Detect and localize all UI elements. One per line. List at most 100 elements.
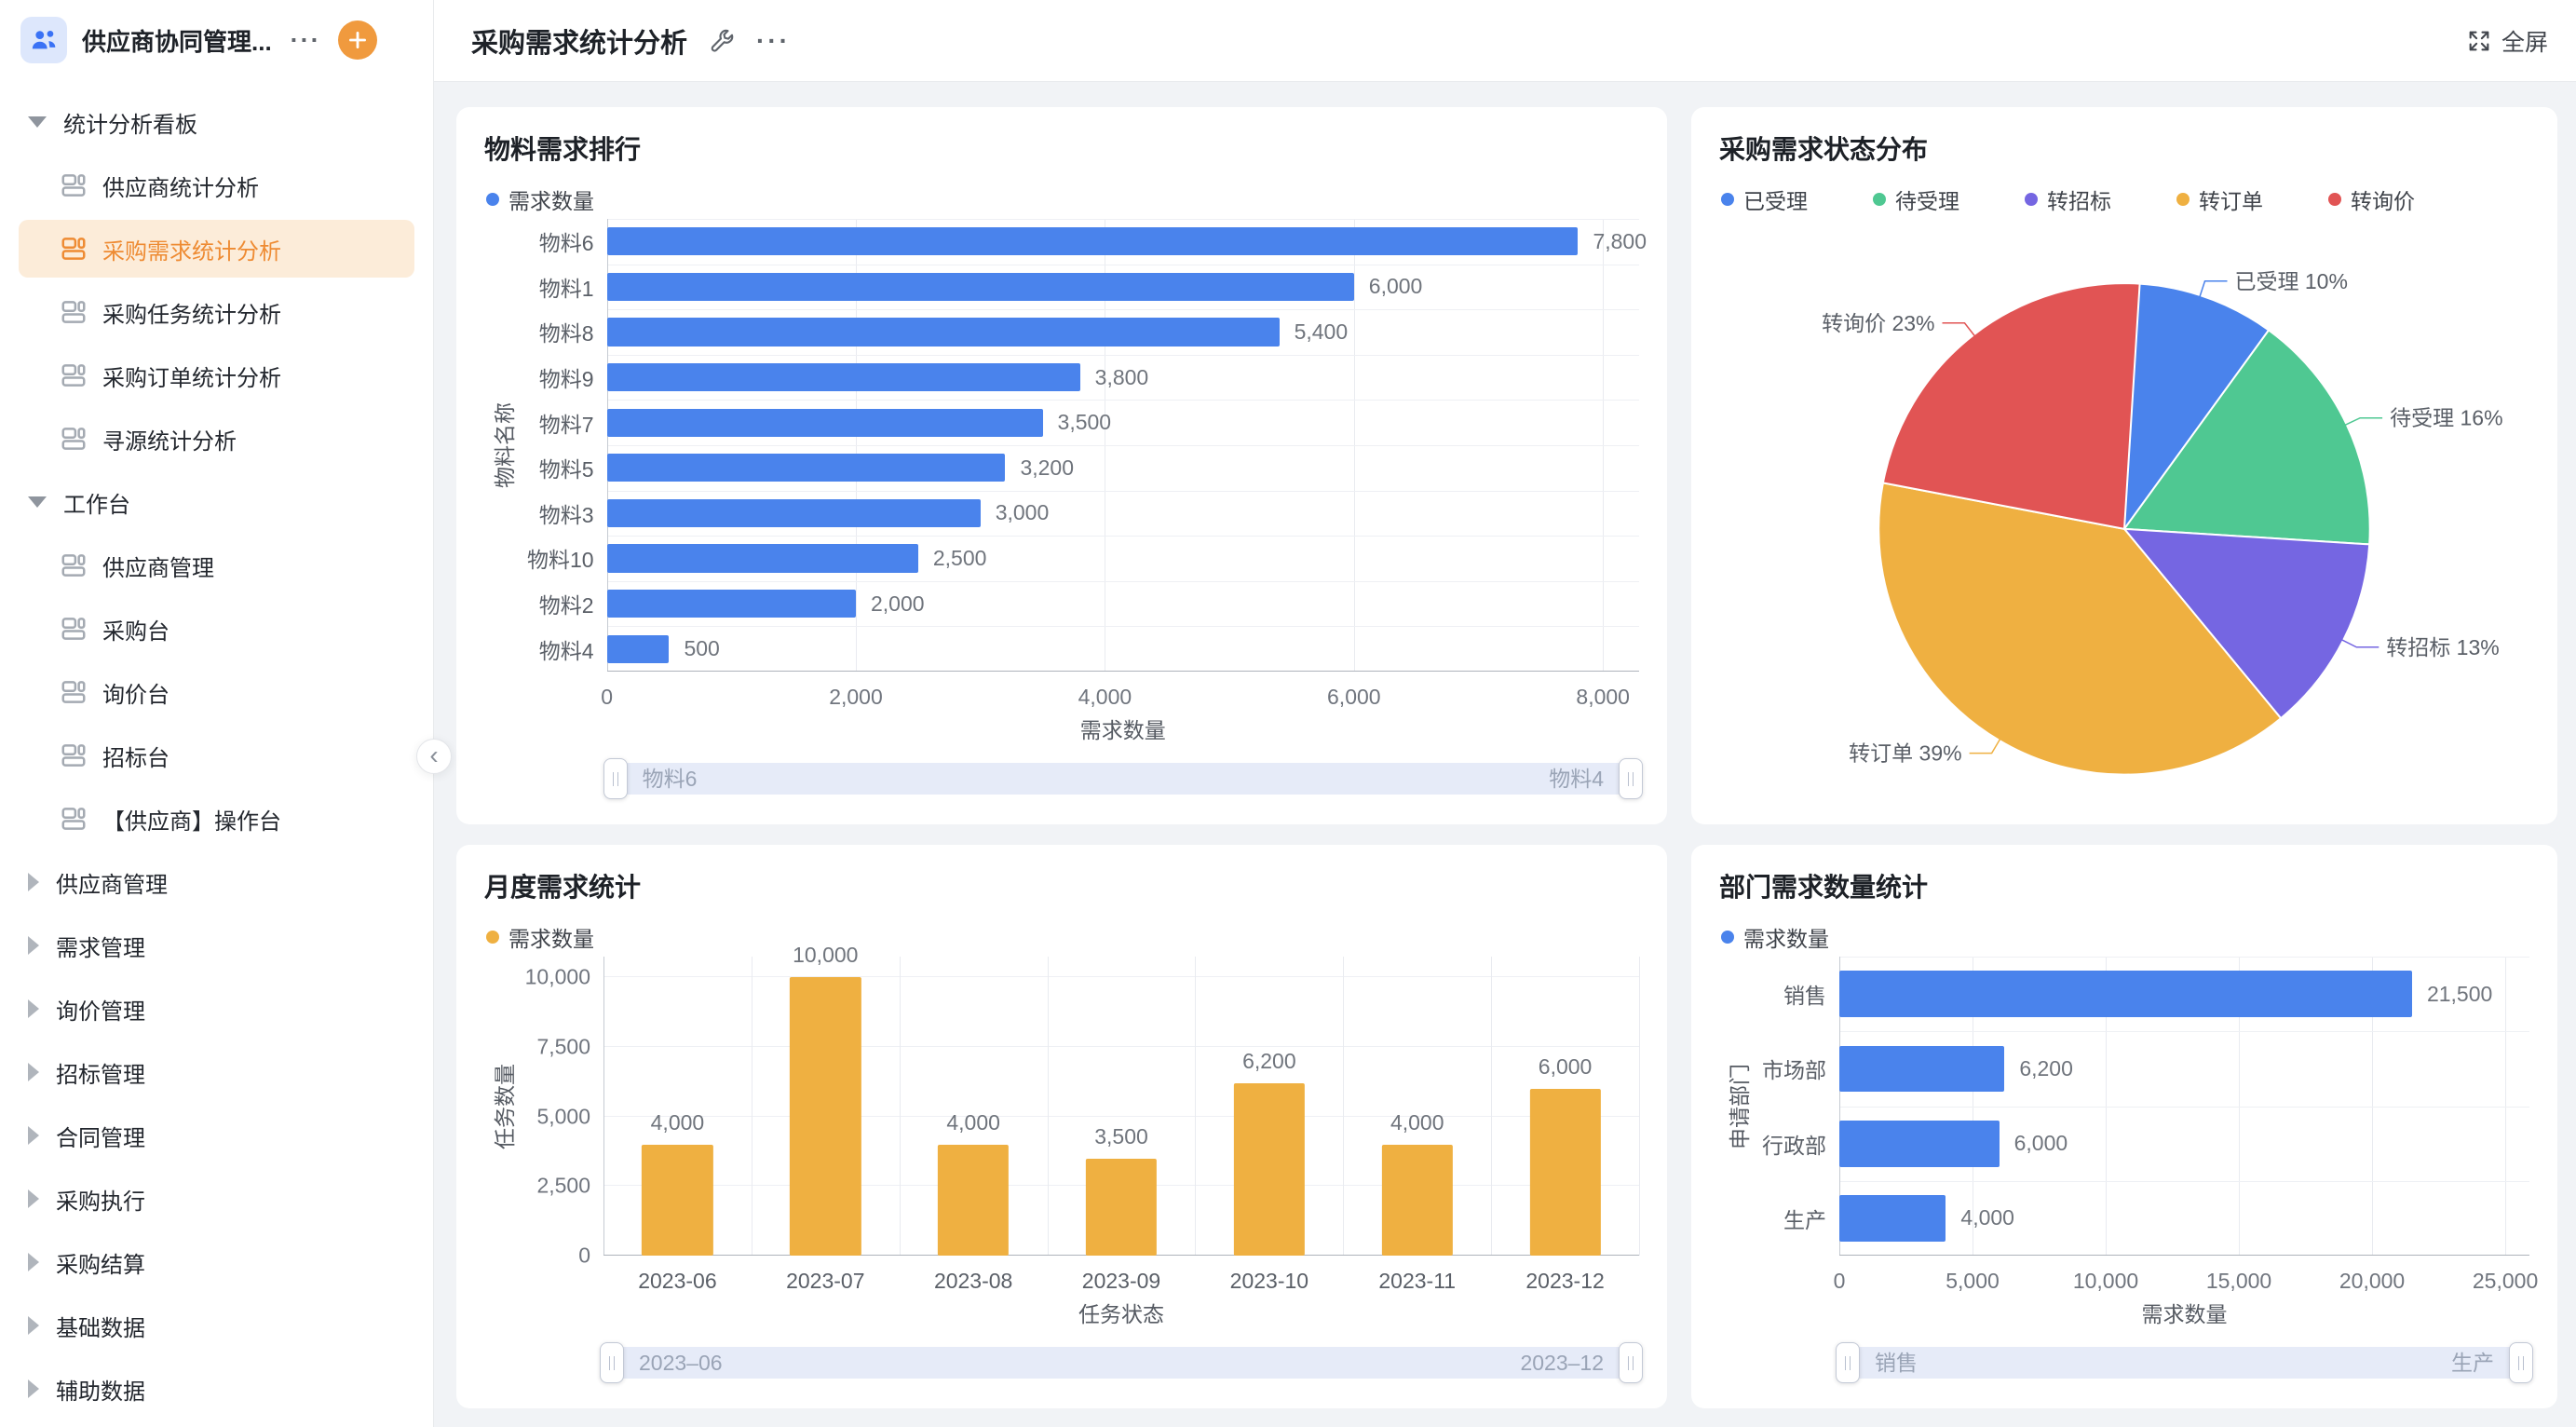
y-category-label: 物料6: [538, 231, 594, 256]
slider-handle-left[interactable]: [1836, 1342, 1860, 1383]
legend-item-待受理[interactable]: 待受理: [1873, 183, 1959, 215]
bar-row: 7,800: [606, 219, 1647, 265]
chevron-down-icon: [28, 496, 47, 508]
sidebar-section-合同管理[interactable]: 合同管理: [19, 1107, 414, 1164]
bar-行政部[interactable]: [1839, 1120, 2000, 1167]
sidebar-item-寻源统计分析[interactable]: 寻源统计分析: [19, 410, 414, 468]
sidebar-item-label: 采购需求统计分析: [102, 238, 281, 265]
gridline: [606, 626, 1639, 628]
legend-item-需求数量[interactable]: 需求数量: [1721, 921, 1829, 953]
legend-item-已受理[interactable]: 已受理: [1721, 183, 1808, 215]
bar-物料2[interactable]: [606, 589, 856, 618]
edit-wrench-icon[interactable]: [708, 27, 736, 55]
x-category-label: 2023-11: [1378, 1269, 1457, 1293]
bar-物料9[interactable]: [606, 363, 1080, 392]
chevron-down-icon: [28, 116, 47, 128]
gridline: [1839, 1180, 2529, 1182]
sidebar-section-辅助数据[interactable]: 辅助数据: [19, 1360, 414, 1418]
bar-row: 3,800: [606, 355, 1639, 401]
sidebar-collapse-button[interactable]: ‹: [416, 739, 452, 774]
sidebar-item-供应商管理[interactable]: 供应商管理: [19, 537, 414, 594]
data-zoom-slider[interactable]: 物料6 物料4: [603, 758, 1643, 799]
gridline: [603, 1046, 1639, 1048]
slider-handle-left[interactable]: [603, 758, 628, 799]
bar-2023-12[interactable]: [1529, 1088, 1601, 1256]
legend-item-转订单[interactable]: 转订单: [2176, 183, 2263, 215]
bar-物料10[interactable]: [606, 544, 918, 573]
bar-row: 6,000: [1839, 1107, 2529, 1181]
bar-row: 6,200: [1839, 1031, 2529, 1106]
sidebar-item-label: 采购订单统计分析: [102, 365, 281, 391]
department-demand-bar-chart: 申请部门 销售 市场部 行政部 生产 21,500 6,200 6,000 4,000 0 5,00…: [1719, 957, 2538, 1388]
bar-2023-09[interactable]: [1085, 1158, 1158, 1256]
sidebar-item-label: 招标台: [102, 745, 169, 771]
legend-label: 需求数量: [508, 189, 594, 213]
dashboard-icon: [60, 361, 88, 389]
legend-item-需求数量[interactable]: 需求数量: [486, 183, 594, 215]
bar-物料5[interactable]: [606, 454, 1006, 482]
data-zoom-slider[interactable]: 销售 生产: [1836, 1342, 2533, 1383]
pie-label-line: [1969, 738, 2001, 754]
sidebar-item-采购任务统计分析[interactable]: 采购任务统计分析: [19, 283, 414, 341]
legend-item-转招标[interactable]: 转招标: [2025, 183, 2111, 215]
gridline: [603, 976, 1639, 978]
sidebar-item-label: 采购台: [102, 618, 169, 645]
workspace-more-icon[interactable]: ···: [290, 25, 321, 54]
y-category-label: 物料2: [538, 593, 594, 618]
sidebar-section-label: 需求管理: [56, 935, 145, 961]
bar-2023-07[interactable]: [790, 977, 861, 1256]
bar-2023-06[interactable]: [642, 1144, 713, 1256]
bar-销售[interactable]: [1839, 971, 2412, 1017]
bar-物料6[interactable]: [606, 227, 1579, 256]
chevron-right-icon: [28, 1379, 39, 1398]
sidebar-item-招标台[interactable]: 招标台: [19, 727, 414, 784]
legend-label: 需求数量: [1743, 927, 1829, 951]
data-zoom-slider[interactable]: 2023–06 2023–12: [600, 1342, 1643, 1383]
bar-2023-10[interactable]: [1233, 1082, 1305, 1256]
pie-slice-label: 转订单 39%: [1849, 741, 1961, 766]
slider-handle-right[interactable]: [2509, 1342, 2533, 1383]
sidebar-item-采购需求统计分析[interactable]: 采购需求统计分析: [19, 220, 414, 278]
bar-value-label: 500: [684, 636, 720, 661]
sidebar-section-需求管理[interactable]: 需求管理: [19, 917, 414, 974]
sidebar-section-统计分析看板[interactable]: 统计分析看板: [19, 93, 414, 151]
plot-area: 21,500 6,200 6,000 4,000: [1839, 957, 2529, 1256]
bar-物料7[interactable]: [606, 408, 1043, 437]
legend-item-需求数量[interactable]: 需求数量: [486, 921, 594, 953]
sidebar-section-基础数据[interactable]: 基础数据: [19, 1297, 414, 1354]
x-tick-label: 0: [1833, 1269, 1846, 1293]
bar-物料3[interactable]: [606, 498, 981, 527]
sidebar-section-label: 招标管理: [56, 1062, 145, 1088]
sidebar-item-采购台[interactable]: 采购台: [19, 600, 414, 658]
bar-物料8[interactable]: [606, 318, 1280, 347]
sidebar-item-【供应商】操作台[interactable]: 【供应商】操作台: [19, 790, 414, 848]
material-demand-bar-chart: 物料名称 物料6 物料1 物料8 物料9 物料7 物料5 物料3 物料10 物料2 物料4 7,800…: [484, 219, 1647, 804]
bar-2023-11[interactable]: [1381, 1144, 1453, 1256]
sidebar-section-招标管理[interactable]: 招标管理: [19, 1043, 414, 1101]
slider-handle-right[interactable]: [1619, 1342, 1643, 1383]
workspace-add-button[interactable]: [337, 20, 377, 60]
sidebar-section-label: 供应商管理: [56, 872, 168, 898]
sidebar-section-采购结算[interactable]: 采购结算: [19, 1233, 414, 1291]
x-tick-label: 15,000: [2205, 1269, 2272, 1293]
page-more-icon[interactable]: ···: [756, 25, 791, 55]
y-category-label: 行政部: [1762, 1133, 1826, 1158]
bar-物料4[interactable]: [606, 634, 670, 663]
slider-handle-right[interactable]: [1619, 758, 1643, 799]
bar-slot: 4,000: [900, 957, 1048, 1256]
bar-2023-08[interactable]: [938, 1144, 1010, 1256]
legend-item-转询价[interactable]: 转询价: [2328, 183, 2415, 215]
sidebar-section-采购执行[interactable]: 采购执行: [19, 1170, 414, 1228]
y-axis-title: 申请部门: [1728, 1063, 1752, 1149]
bar-物料1[interactable]: [606, 272, 1354, 301]
sidebar-section-供应商管理[interactable]: 供应商管理: [19, 853, 414, 911]
bar-市场部[interactable]: [1839, 1045, 2005, 1093]
slider-handle-left[interactable]: [600, 1342, 624, 1383]
sidebar-section-询价管理[interactable]: 询价管理: [19, 980, 414, 1038]
sidebar-section-工作台[interactable]: 工作台: [19, 473, 414, 531]
sidebar-item-供应商统计分析[interactable]: 供应商统计分析: [19, 156, 414, 214]
sidebar-item-采购订单统计分析[interactable]: 采购订单统计分析: [19, 347, 414, 404]
fullscreen-button[interactable]: 全屏: [2466, 24, 2548, 58]
bar-生产[interactable]: [1839, 1195, 1946, 1242]
sidebar-item-询价台[interactable]: 询价台: [19, 663, 414, 721]
